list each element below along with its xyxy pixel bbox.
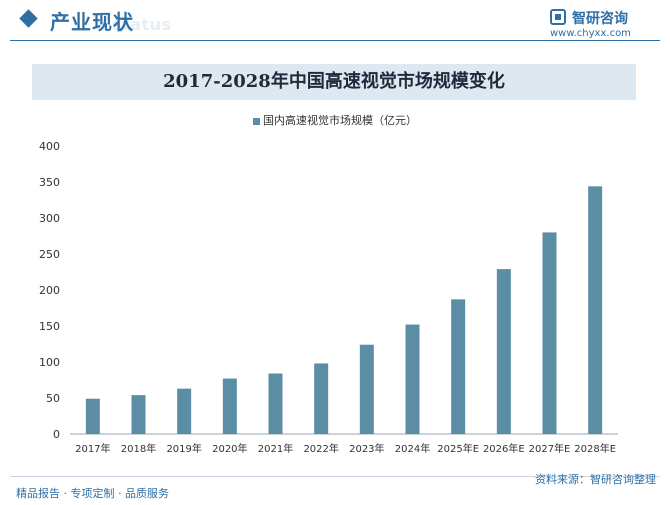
x-tick-label: 2023年 (349, 442, 384, 455)
bar (85, 398, 100, 434)
bar (588, 186, 603, 434)
logo-url: www.chyxx.com (550, 28, 631, 39)
x-tick-label: 2019年 (166, 442, 201, 455)
legend-swatch (253, 117, 260, 125)
header-divider (10, 40, 660, 41)
chart-title: 2017-2028年中国高速视觉市场规模变化 (163, 71, 505, 92)
bar (359, 344, 374, 434)
bar (177, 388, 192, 434)
logo-name: 智研咨询 (572, 11, 628, 27)
legend: 国内高速视觉市场规模（亿元） (0, 112, 670, 128)
section-subtitle: status (112, 15, 172, 34)
y-tick-label: 350 (39, 176, 60, 189)
y-tick-label: 0 (53, 428, 60, 441)
y-tick-label: 50 (46, 392, 60, 405)
bar (405, 324, 420, 434)
chart-title-band: 2017-2028年中国高速视觉市场规模变化 (32, 64, 636, 100)
logo-icon (550, 9, 566, 25)
y-tick-label: 250 (39, 248, 60, 261)
y-tick-label: 100 (39, 356, 60, 369)
footer-tagline: 精品报告 · 专项定制 · 品质服务 (16, 487, 169, 500)
bar (542, 232, 557, 434)
x-tick-label: 2027年E (529, 442, 571, 455)
y-tick-label: 400 (39, 140, 60, 153)
bar (222, 378, 237, 434)
bar (268, 373, 283, 434)
bar (451, 299, 466, 434)
x-tick-label: 2026年E (483, 442, 525, 455)
legend-label: 国内高速视觉市场规模（亿元） (263, 114, 417, 127)
source-note: 资料来源：智研咨询整理 (535, 473, 656, 486)
x-tick-label: 2017年 (75, 442, 110, 455)
footer-divider (10, 476, 660, 477)
section-title: 产业现状 (50, 10, 134, 34)
y-tick-label: 200 (39, 284, 60, 297)
bar (314, 363, 329, 434)
y-tick-label: 150 (39, 320, 60, 333)
bar (496, 269, 511, 434)
x-tick-label: 2025年E (437, 442, 479, 455)
x-tick-label: 2028年E (574, 442, 616, 455)
x-tick-label: 2024年 (395, 442, 430, 455)
logo: 智研咨询 www.chyxx.com (550, 8, 650, 40)
x-tick-label: 2018年 (121, 442, 156, 455)
bar (131, 395, 146, 434)
x-tick-label: 2022年 (303, 442, 338, 455)
x-tick-label: 2021年 (258, 442, 293, 455)
x-tick-label: 2020年 (212, 442, 247, 455)
y-tick-label: 300 (39, 212, 60, 225)
header: status 产业现状 智研咨询 www.chyxx.com (0, 0, 670, 44)
